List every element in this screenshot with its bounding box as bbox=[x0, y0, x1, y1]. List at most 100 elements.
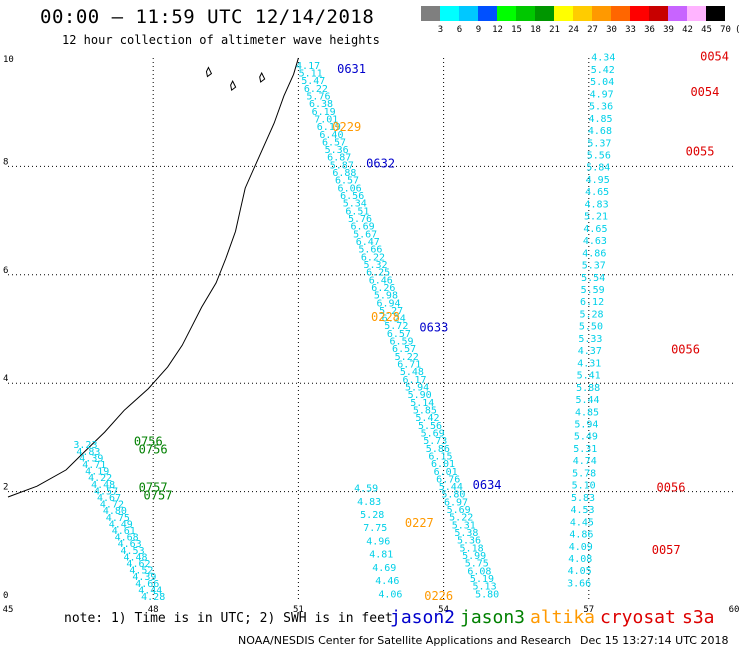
wave-height-value: 5.36 bbox=[457, 536, 481, 547]
generated-timestamp: Dec 15 13:27:14 UTC 2018 bbox=[580, 634, 729, 647]
wave-height-value: 4.44 bbox=[138, 585, 162, 596]
wave-height-value: 6.38 bbox=[309, 99, 333, 110]
wave-height-value: 5.44 bbox=[439, 482, 463, 493]
wave-height-value: 4.68 bbox=[588, 126, 612, 137]
wave-height-value: 5.88 bbox=[576, 383, 600, 394]
color-swatch bbox=[611, 6, 630, 21]
pass-time-label: 0226 bbox=[424, 589, 453, 603]
wave-height-value: 5.73 bbox=[423, 436, 447, 447]
pass-time-label: 0057 bbox=[652, 543, 681, 557]
island-outline bbox=[259, 71, 266, 83]
wave-height-value: 5.69 bbox=[447, 505, 471, 516]
wave-height-value: 6.19 bbox=[312, 107, 336, 118]
wave-height-value: 6.57 bbox=[322, 137, 346, 148]
wave-height-value: 4.83 bbox=[585, 199, 609, 210]
wave-height-value: 4.48 bbox=[123, 552, 147, 563]
wave-height-value: 5.11 bbox=[299, 68, 323, 79]
y-tick-label: 4 bbox=[3, 374, 8, 384]
color-swatch bbox=[554, 6, 573, 21]
wave-height-value: 6.40 bbox=[319, 130, 343, 141]
wave-height-value: 5.75 bbox=[465, 559, 489, 570]
wave-height-value: 6.22 bbox=[304, 84, 328, 95]
wave-height-value: 4.83 bbox=[76, 447, 100, 458]
coastline bbox=[7, 57, 299, 498]
x-tick-label: 48 bbox=[148, 605, 159, 615]
pass-time-label: 0227 bbox=[405, 516, 434, 530]
wave-height-value: 4.81 bbox=[369, 550, 393, 561]
wave-height-value: 4.46 bbox=[375, 576, 399, 587]
wave-height-value: 5.94 bbox=[574, 420, 598, 431]
color-swatch bbox=[592, 6, 611, 21]
y-tick-label: 10 bbox=[3, 55, 14, 65]
wave-height-value: 5.87 bbox=[330, 160, 354, 171]
x-tick-label: 45 bbox=[3, 605, 14, 615]
color-swatch bbox=[440, 6, 459, 21]
wave-height-value: 5.47 bbox=[301, 76, 325, 87]
wave-height-value: 5.18 bbox=[460, 543, 484, 554]
color-scale-label: 3 bbox=[437, 25, 444, 35]
wave-height-value: 5.83 bbox=[571, 493, 595, 504]
wave-height-value: 6.59 bbox=[389, 337, 413, 348]
wave-height-value: 5.42 bbox=[591, 65, 615, 76]
wave-height-value: 5.78 bbox=[572, 468, 596, 479]
color-scale-label: 45 bbox=[701, 25, 712, 35]
wave-height-value: 5.86 bbox=[426, 444, 450, 455]
wave-height-value: 5.98 bbox=[374, 291, 398, 302]
wave-height-value: 6.22 bbox=[361, 252, 385, 263]
x-tick-label: 57 bbox=[583, 605, 594, 615]
wave-height-value: 4.53 bbox=[570, 505, 594, 516]
wave-height-value: 5.33 bbox=[578, 334, 602, 345]
wave-height-value: 7.01 bbox=[314, 114, 338, 125]
color-scale-label: 70 bbox=[720, 25, 731, 35]
map-title: 00:00 – 11:59 UTC 12/14/2018 bbox=[40, 6, 375, 28]
wave-height-value: 6.57 bbox=[335, 176, 359, 187]
wave-height-value: 4.65 bbox=[583, 224, 607, 235]
wave-height-value: 4.75 bbox=[106, 513, 130, 524]
wave-height-value: 4.96 bbox=[366, 536, 390, 547]
wave-height-value: 5.59 bbox=[581, 285, 605, 296]
wave-height-value: 4.71 bbox=[82, 460, 106, 471]
pass-time-label: 0757 bbox=[139, 481, 168, 495]
wave-height-value: 5.38 bbox=[454, 528, 478, 539]
wave-height-value: 4.05 bbox=[568, 566, 592, 577]
legend-cryosat: cryosat bbox=[600, 607, 676, 628]
color-swatch bbox=[668, 6, 687, 21]
wave-height-value: 4.74 bbox=[573, 456, 597, 467]
color-scale-label: 15 bbox=[511, 25, 522, 35]
legend-altika: altika bbox=[530, 607, 596, 628]
wave-height-value: 5.04 bbox=[590, 77, 614, 88]
wave-height-value: 4.86 bbox=[582, 248, 606, 259]
color-scale-label: 36 bbox=[644, 25, 655, 35]
wave-height-value: 5.94 bbox=[405, 383, 429, 394]
wave-height-value: 6.87 bbox=[327, 153, 351, 164]
wave-height-value: 6.01 bbox=[431, 459, 455, 470]
wave-height-value: 4.69 bbox=[372, 563, 396, 574]
wave-height-value: 5.42 bbox=[415, 413, 439, 424]
pass-time-label: 0056 bbox=[657, 481, 686, 495]
wave-height-value: 5.48 bbox=[400, 367, 424, 378]
pass-time-label: 0229 bbox=[332, 120, 361, 134]
pass-time-label: 0054 bbox=[690, 85, 719, 99]
wave-height-value: 5.31 bbox=[573, 444, 597, 455]
pass-time-label: 0757 bbox=[144, 489, 173, 503]
color-scale-label: 21 bbox=[549, 25, 560, 35]
wave-height-value: 6.24 bbox=[382, 314, 406, 325]
color-swatch bbox=[706, 6, 725, 21]
wave-height-value: 6.25 bbox=[366, 268, 390, 279]
wave-height-value: 6.56 bbox=[340, 191, 364, 202]
wave-height-value: 4.52 bbox=[129, 566, 153, 577]
wave-height-value: 6.06 bbox=[338, 183, 362, 194]
wave-height-value: 5.56 bbox=[587, 151, 611, 162]
x-tick-label: 60 bbox=[729, 605, 740, 615]
wave-height-value: 4.85 bbox=[575, 407, 599, 418]
wave-height-value: 3.66 bbox=[567, 578, 591, 589]
wave-height-value: 5.66 bbox=[358, 245, 382, 256]
wave-height-value: 5.10 bbox=[572, 481, 596, 492]
wave-height-value: 5.34 bbox=[343, 199, 367, 210]
pass-time-label: 0756 bbox=[134, 435, 163, 449]
color-scale-label: 30 bbox=[606, 25, 617, 35]
wave-height-value: 7.75 bbox=[363, 523, 387, 534]
wave-height-value: 4.39 bbox=[132, 572, 156, 583]
wave-height-value: 6.57 bbox=[392, 344, 416, 355]
wave-height-value: 6.71 bbox=[397, 360, 421, 371]
